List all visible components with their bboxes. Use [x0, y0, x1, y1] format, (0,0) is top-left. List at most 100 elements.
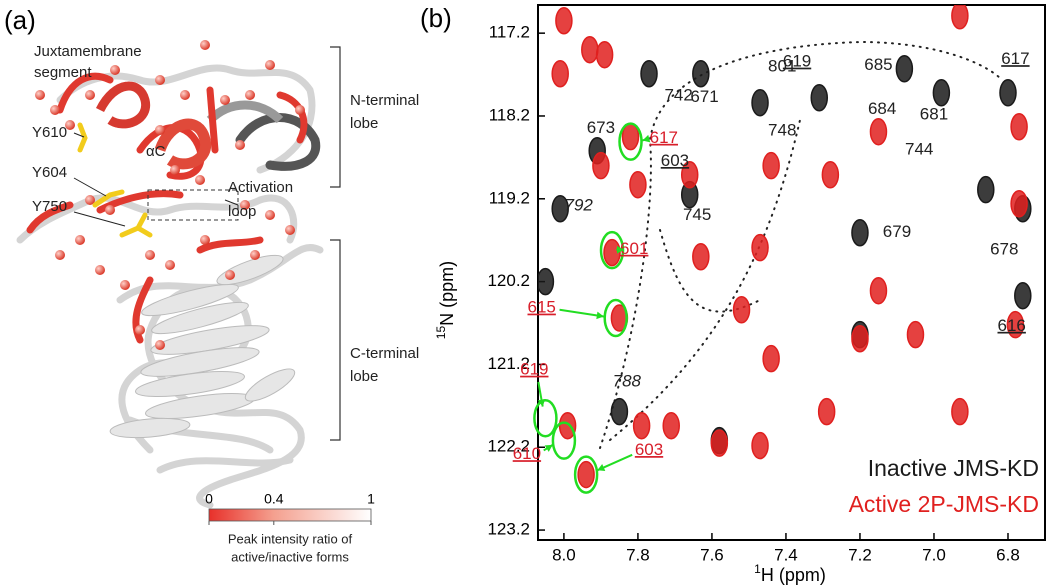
arrow-head — [537, 398, 546, 407]
highlight-circle — [533, 399, 558, 438]
protein-cartoon — [16, 40, 341, 509]
arrow-head — [642, 134, 651, 143]
peak — [751, 431, 769, 460]
peak — [603, 238, 621, 267]
x-tick-label: 7.2 — [848, 545, 872, 564]
peak-label: 678 — [990, 240, 1018, 259]
peak — [906, 320, 925, 349]
peak — [851, 218, 869, 247]
peak-label: 615 — [528, 298, 556, 317]
peak — [1014, 281, 1032, 310]
peak — [710, 429, 729, 457]
peak-label: 603 — [635, 440, 663, 459]
x-tick-label: 7.8 — [626, 545, 650, 564]
peak-label: 673 — [587, 118, 615, 137]
y-tick-label: 121.2 — [487, 354, 530, 373]
label-n-lobe: N-terminal — [350, 92, 419, 109]
peak — [692, 243, 710, 271]
peak — [951, 5, 969, 30]
y-tick-label: 118.2 — [489, 105, 530, 124]
arrow-head — [597, 463, 606, 471]
peak-label: 603 — [661, 151, 689, 170]
peak-label: 619 — [783, 52, 811, 71]
label-activation-loop: loop — [228, 203, 256, 220]
peak — [577, 460, 595, 489]
peak-label: 801 — [768, 57, 796, 76]
peak — [551, 194, 569, 223]
peak — [662, 411, 680, 440]
peak — [977, 175, 995, 204]
x-axis-label-sup: 1 — [754, 562, 761, 576]
peak-label: 685 — [864, 55, 892, 74]
peak — [821, 161, 840, 189]
arrow-head — [544, 444, 553, 452]
peak — [595, 40, 614, 69]
x-axis-label: 1H (ppm) — [754, 562, 826, 585]
peak — [592, 151, 610, 180]
peak — [895, 55, 914, 83]
peak — [610, 397, 629, 426]
arrow — [559, 308, 604, 318]
peak — [951, 397, 969, 426]
peak — [999, 79, 1017, 107]
panel-tag: (b) — [420, 3, 452, 33]
peak — [762, 344, 780, 373]
x-tick-label: 7.4 — [774, 545, 798, 564]
peak — [680, 161, 699, 189]
label-activation-loop: Activation — [228, 179, 293, 196]
peak — [1010, 112, 1028, 141]
panel-b: (b) 15N (ppm) 1H (ppm) 117.2 118.2 119.2 12… — [420, 3, 1046, 585]
y-axis-label: 15N (ppm) — [434, 261, 457, 339]
y-tick-label: 119.2 — [489, 188, 530, 207]
peak-label: 745 — [683, 205, 711, 224]
label-y610: Y610 — [32, 124, 67, 141]
peak — [1006, 310, 1025, 339]
peak — [1010, 190, 1028, 218]
peak-label: 617 — [1001, 49, 1029, 68]
colorbar-tick-label: 0.4 — [264, 491, 284, 507]
peak — [762, 151, 780, 180]
peak-label: 617 — [650, 128, 678, 147]
peak — [732, 296, 751, 324]
peak-label: 788 — [613, 371, 642, 390]
arrow-head — [596, 311, 604, 320]
peak — [751, 88, 769, 117]
peak — [851, 325, 869, 353]
peak — [640, 59, 658, 88]
peak-label: 744 — [905, 139, 933, 158]
colorbar-tick-label: 0 — [205, 491, 213, 507]
peak-label: 619 — [520, 360, 548, 379]
peak-label: 681 — [920, 105, 948, 124]
peak — [555, 6, 573, 35]
peak — [632, 411, 651, 440]
colorbar-caption: active/inactive forms — [231, 549, 349, 564]
highlight-circle — [573, 455, 599, 494]
label-juxtamembrane: Juxtamembrane — [34, 43, 142, 60]
x-tick-label: 6.8 — [996, 545, 1020, 564]
peaks — [538, 5, 1032, 489]
plot-frame — [537, 4, 1046, 541]
legend-entry: Inactive JMS-KD — [868, 455, 1039, 481]
peak — [558, 411, 577, 440]
legend-entry: Active 2P-JMS-KD — [849, 491, 1039, 517]
peak — [581, 35, 599, 64]
panel-tag: (a) — [4, 5, 36, 35]
highlight-circle — [603, 298, 628, 338]
peak — [869, 276, 888, 305]
x-axis-label-text: H (ppm) — [761, 565, 826, 585]
x-tick-label: 8.0 — [552, 545, 576, 564]
label-c-lobe: C-terminal — [350, 345, 419, 362]
y-tick-label: 122.2 — [487, 437, 530, 456]
peak-label: 792 — [565, 196, 594, 215]
peak-label: 610 — [513, 444, 541, 463]
colorbar-gradient — [208, 508, 372, 522]
label-c-lobe: lobe — [350, 368, 378, 385]
guide-curves — [599, 40, 1001, 449]
highlight-circle — [618, 122, 643, 161]
y-axis-label-sup: 15 — [434, 326, 448, 340]
colorbar-caption: Peak intensity ratio of — [228, 531, 353, 546]
y-tick-label: 117.2 — [489, 23, 530, 42]
peak — [869, 117, 888, 146]
label-alpha-c: αC — [146, 143, 166, 160]
